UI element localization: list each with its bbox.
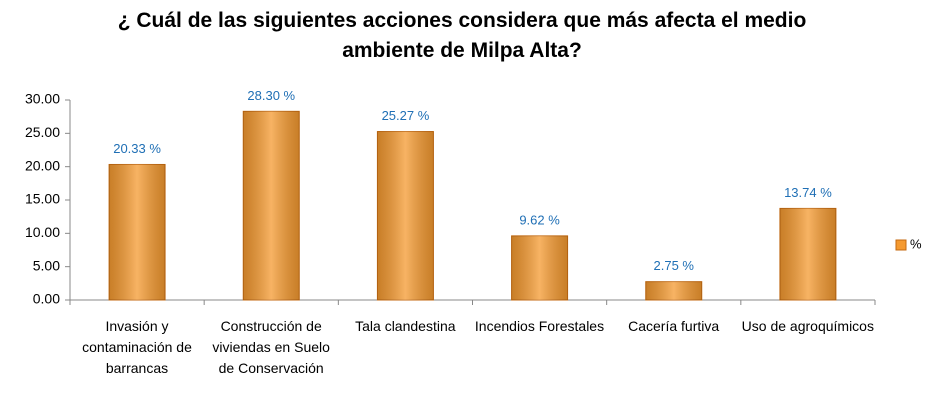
chart-title: ¿ Cuál de las siguientes acciones consid… <box>117 9 807 62</box>
bar <box>108 163 166 301</box>
legend-swatch <box>895 239 907 251</box>
data-label: 9.62 % <box>519 212 560 227</box>
x-tick-label: Incendios Forestales <box>474 318 605 334</box>
y-tick-label: 20.00 <box>25 157 60 173</box>
bar <box>645 281 703 301</box>
x-tick-label: Invasión y contaminación de barrancas <box>82 318 192 376</box>
y-tick-label: 25.00 <box>25 124 60 140</box>
y-tick-label: 5.00 <box>33 257 60 273</box>
legend-label: % <box>910 236 922 251</box>
bar <box>242 110 300 301</box>
bar <box>779 207 837 301</box>
y-tick-label: 30.00 <box>25 91 60 107</box>
data-label: 13.74 % <box>784 185 832 200</box>
bar <box>511 235 569 301</box>
y-tick-label: 0.00 <box>33 291 60 307</box>
x-tick-label: Cacería furtiva <box>628 318 720 334</box>
data-label: 20.33 % <box>113 141 161 156</box>
x-tick-label: Construcción de viviendas en Suelo de Co… <box>212 318 330 376</box>
data-label: 25.27 % <box>382 108 430 123</box>
y-tick-label: 15.00 <box>25 191 60 207</box>
data-label: 28.30 % <box>247 88 295 103</box>
bar <box>376 131 434 301</box>
x-tick-label: Tala clandestina <box>355 318 456 334</box>
x-tick-label: Uso de agroquímicos <box>741 318 874 334</box>
data-label: 2.75 % <box>654 258 695 273</box>
y-tick-label: 10.00 <box>25 224 60 240</box>
